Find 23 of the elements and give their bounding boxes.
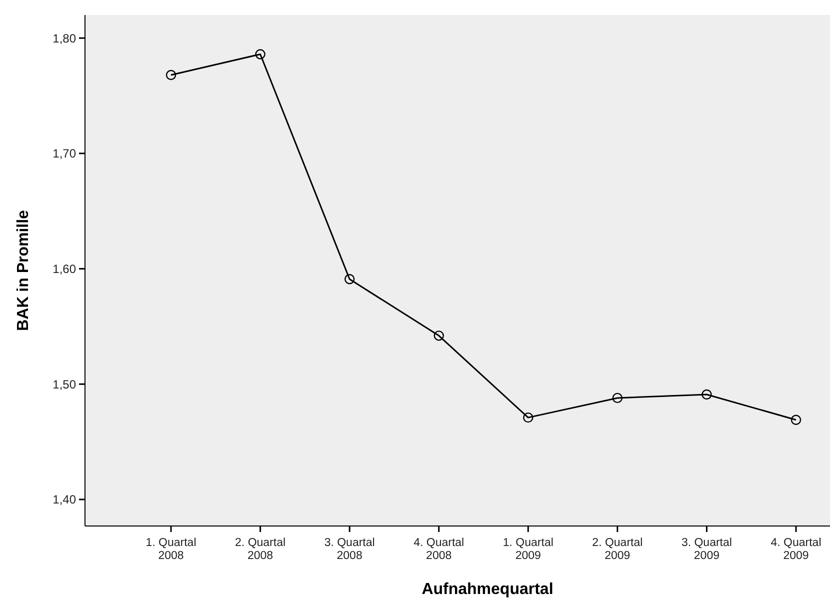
x-tick-label: 3. Quartal 2008 — [324, 537, 375, 562]
y-axis-title: BAK in Promille — [15, 210, 32, 331]
x-tick-label: 4. Quartal 2008 — [414, 537, 464, 562]
point — [344, 274, 355, 284]
y-tick-label: 1,40 — [52, 492, 76, 507]
y-tick-label: 1,80 — [52, 31, 76, 46]
y-tick-label: 1,60 — [52, 262, 76, 276]
point — [523, 412, 534, 423]
x-tick-label: 1. Quartal 2008 — [146, 537, 196, 562]
point — [166, 70, 176, 80]
point — [612, 392, 623, 404]
y-tick-label: 1,70 — [52, 146, 76, 161]
x-tick-label: 1. Quartal 2009 — [502, 537, 554, 562]
x-axis-title: Aufnahmequartal — [422, 581, 554, 598]
point — [702, 389, 712, 400]
x-tick-label: 4. Quartal 2009 — [770, 537, 822, 562]
y-tick-label: 1,50 — [52, 377, 76, 392]
point — [255, 49, 266, 60]
x-tick-label: 2. Quartal 2009 — [592, 537, 643, 562]
point — [434, 330, 444, 341]
x-tick-label: 2. Quartal 2008 — [235, 537, 286, 562]
x-tick-label: 3. Quartal 2009 — [681, 537, 732, 562]
point — [790, 414, 802, 425]
